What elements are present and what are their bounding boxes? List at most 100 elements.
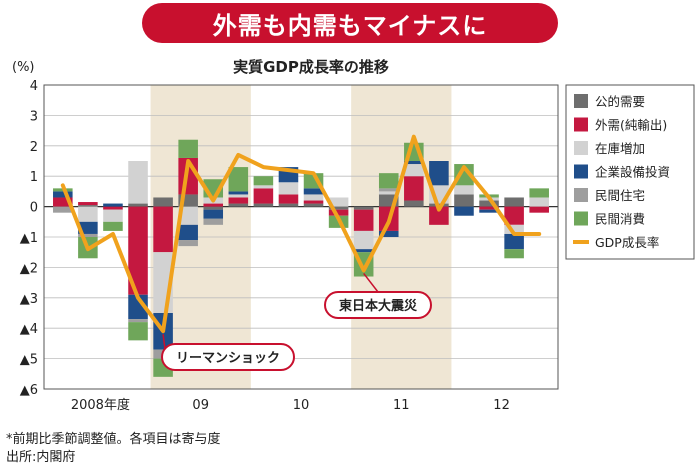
bar-segment [404, 161, 424, 165]
bar-segment [178, 206, 198, 225]
bar-segment [228, 197, 249, 204]
bar-segment [53, 197, 73, 207]
y-tick-label: 1 [30, 170, 38, 185]
bar-segment [404, 176, 424, 201]
bar-segment [153, 206, 173, 253]
bar-segment [178, 240, 198, 247]
bar-segment [203, 218, 224, 225]
bar-segment [203, 203, 224, 207]
bar-segment [78, 205, 98, 207]
y-axis-unit: (%) [12, 60, 35, 75]
banner-title: 外需も内需もマイナスに [142, 3, 558, 43]
plot-frame [43, 84, 559, 390]
y-tick-label: ▲6 [20, 383, 38, 398]
bar-segment [328, 206, 349, 210]
x-tick-label: 10 [293, 398, 310, 413]
bar-segment [103, 206, 123, 210]
bar-segment [178, 139, 198, 158]
footnote: *前期比季節調整値。各項目は寄与度 [6, 432, 221, 447]
bar-segment [253, 185, 274, 189]
legend-swatch [574, 211, 588, 226]
bar-segment [103, 209, 123, 222]
bar-segment [103, 221, 123, 231]
legend-label: 民間消費 [595, 212, 645, 227]
legend-swatch [574, 94, 588, 108]
bar-segment [53, 206, 73, 213]
bar-segment [128, 294, 148, 320]
bar-segment [353, 206, 374, 210]
bar-segment [404, 200, 424, 207]
bar-segment [378, 230, 399, 237]
bar-segment [303, 200, 324, 204]
y-tick-label: 0 [30, 201, 38, 216]
y-tick-label: 3 [30, 109, 38, 124]
y-tick-label: 2 [30, 140, 38, 155]
y-tick-label: 4 [30, 79, 38, 94]
bar-segment [454, 206, 474, 216]
bar-segment [328, 209, 349, 216]
bar-segment [203, 209, 224, 219]
y-tick-label: ▲5 [20, 353, 38, 368]
bar-segment [253, 176, 274, 186]
bar-segment [378, 173, 399, 189]
bar-segment [128, 161, 148, 204]
legend-label: 公的需要 [595, 94, 645, 109]
bar-segment [253, 188, 274, 204]
legend-swatch [574, 117, 588, 132]
bar-segment [353, 230, 374, 250]
bar-segment [128, 203, 148, 207]
bar-segment [479, 209, 499, 213]
bar-segment [78, 202, 98, 206]
legend-label: 外需(純輸出) [595, 118, 667, 133]
x-tick-label: 09 [192, 398, 209, 413]
legend-swatch [574, 164, 588, 179]
annotation-box [324, 291, 432, 319]
bar-segment [504, 224, 524, 234]
bar-segment [429, 206, 449, 225]
bar-segment [529, 188, 549, 198]
bar-segment [228, 194, 249, 198]
bar-segment [454, 185, 474, 195]
bar-segment [404, 164, 424, 177]
bar-segment [504, 249, 524, 259]
bar-segment [529, 206, 549, 213]
bar-segment [504, 206, 524, 225]
y-tick-label: ▲2 [20, 261, 38, 276]
x-tick-label: 11 [393, 398, 410, 413]
bar-segment [278, 203, 299, 207]
bar-segment [228, 203, 249, 207]
bar-segment [378, 188, 399, 192]
bar-segment [479, 200, 499, 207]
gdp-growth-line [60, 134, 542, 334]
bar-segment [128, 206, 148, 295]
bar-segment [103, 203, 123, 207]
bar-segment [303, 203, 324, 207]
bar-segment [78, 233, 98, 237]
source-note: 出所:内閣府 [6, 450, 76, 465]
bar-segment [479, 206, 499, 210]
bar-segment [228, 167, 249, 192]
bar-segment [454, 194, 474, 207]
bar-segment [278, 194, 299, 204]
x-tick-label: 12 [493, 398, 510, 413]
bar-segment [203, 206, 224, 210]
bar-segment [328, 197, 349, 207]
bar-segment [278, 182, 299, 195]
bar-segment [78, 221, 98, 234]
bar-segment [78, 206, 98, 222]
annotation-label: リーマンショック [176, 351, 280, 366]
bar-segment [53, 191, 73, 198]
bar-segment [178, 224, 198, 241]
legend-label: GDP成長率 [595, 235, 659, 250]
bar-segment [128, 322, 148, 341]
y-tick-label: ▲3 [20, 292, 38, 307]
annotation-box [161, 343, 295, 371]
bar-segment [128, 319, 148, 323]
legend-swatch [574, 188, 588, 202]
legend-swatch [574, 141, 588, 155]
annotation-leader [363, 272, 379, 293]
bar-segment [303, 194, 324, 201]
bar-segment [153, 197, 173, 207]
bar-segment [253, 203, 274, 207]
